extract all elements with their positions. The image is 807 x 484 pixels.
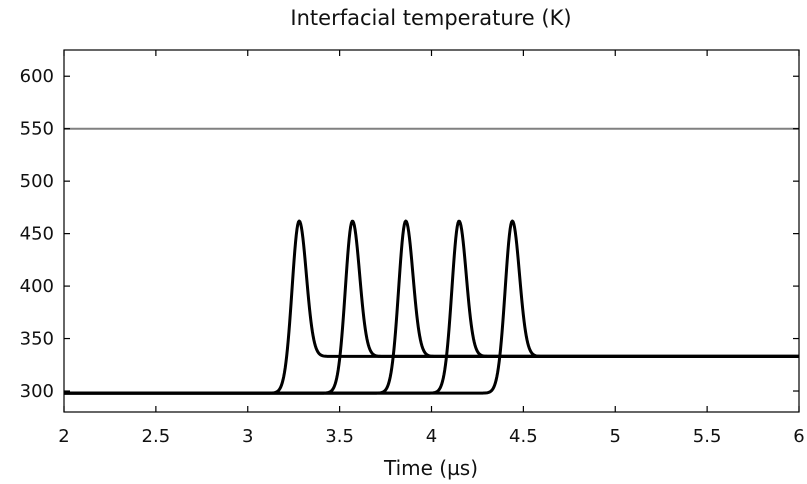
plot-lines [63, 127, 800, 395]
y-tick-label: 400 [20, 276, 54, 297]
series-line-4 [63, 219, 800, 395]
x-axis-label: Time (µs) [383, 456, 478, 480]
x-tick-label: 4.5 [509, 426, 538, 447]
x-tick-label: 5 [610, 426, 621, 447]
x-tick-label: 5.5 [693, 426, 722, 447]
series-line-2 [63, 219, 800, 395]
chart-title: Interfacial temperature (K) [290, 6, 571, 30]
y-tick-label: 300 [20, 381, 54, 402]
y-tick-label: 450 [20, 224, 54, 245]
series-line-5 [63, 219, 800, 395]
y-tick-label: 600 [20, 66, 54, 87]
y-tick-label: 350 [20, 329, 54, 350]
x-tick-label: 2 [58, 426, 69, 447]
x-tick-label: 3 [242, 426, 253, 447]
series-line-3 [63, 219, 800, 395]
x-tick-label: 3.5 [325, 426, 354, 447]
x-tick-label: 6 [793, 426, 804, 447]
series-line-1 [63, 219, 800, 395]
y-tick-label: 550 [20, 119, 54, 140]
y-tick-label: 500 [20, 171, 54, 192]
x-tick-label: 4 [426, 426, 437, 447]
x-tick-label: 2.5 [142, 426, 171, 447]
axis-ticks: 2 2.5 3 3.5 4 4.5 5 5.5 6 300 350 400 450 500 550 600 [20, 50, 805, 447]
